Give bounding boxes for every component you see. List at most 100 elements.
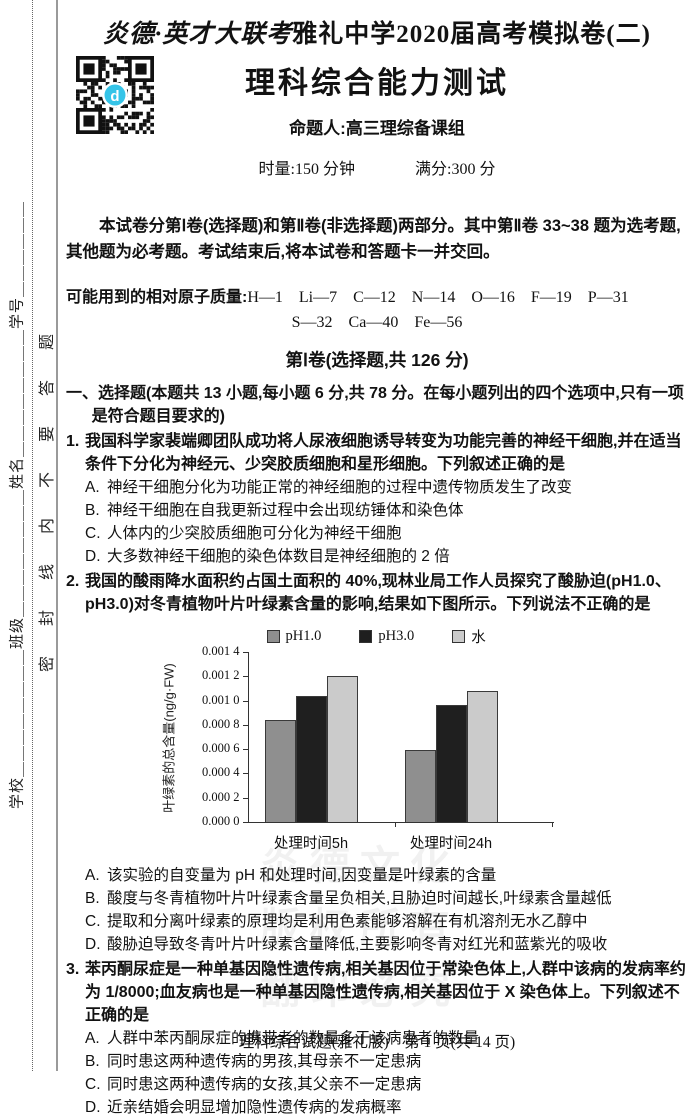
y-tick-mark — [242, 652, 248, 653]
y-tick-label: 0.000 8 — [202, 716, 240, 731]
option-label: A. — [85, 479, 100, 496]
bar-水-处理时间5h — [326, 676, 358, 822]
option-label: C. — [85, 1076, 101, 1093]
legend-swatch-icon — [359, 630, 373, 643]
y-tick-mark — [242, 700, 248, 702]
y-tick-label: 0.000 2 — [202, 789, 240, 804]
question-body: 我国的酸雨降水面积约占国土面积的 40%,现林业局工作人员探究了酸胁迫(pH1.… — [85, 570, 688, 956]
question-2-option-A: A. 该实验的自变量为 pH 和处理时间,因变量是叶绿素的含量 — [85, 864, 688, 887]
question-3-option-C: C. 同时患这两种遗传病的女孩,其父亲不一定患病 — [85, 1073, 688, 1096]
option-label: D. — [85, 936, 101, 953]
option-label: A. — [85, 867, 100, 884]
bar-pH1.0-处理时间24h — [404, 750, 436, 822]
qr-code: d — [76, 56, 154, 134]
question-2-option-B: B. 酸度与冬青植物叶片叶绿素含量呈负相关,且胁迫时间越长,叶绿素含量越低 — [85, 887, 688, 910]
legend-label: 水 — [471, 630, 486, 646]
question-stem: 我国科学家裴端卿团队成功将人尿液细胞诱导转变为功能完善的神经干细胞,并在适当条件… — [85, 433, 682, 473]
legend-swatch-icon — [452, 630, 466, 643]
question-stem: 我国的酸雨降水面积约占国土面积的 40%,现林业局工作人员探究了酸胁迫(pH1.… — [85, 573, 671, 613]
legend-item-pH1.0: pH1.0 — [266, 628, 322, 645]
x-tick-mark — [394, 822, 396, 827]
chart-body: 叶绿素的总含量(ng/g·FW) 处理时间5h 处理时间24h 0.000 0 0.… — [161, 644, 602, 852]
x-category-label: 处理时间24h — [409, 836, 493, 852]
option-text: 人体内的少突胶质细胞可分化为神经干细胞 — [107, 525, 402, 542]
option-text: 大多数神经干细胞的染色体数目是神经细胞的 2 倍 — [107, 548, 450, 565]
seal-warning-text: 密封线内不要答题 — [39, 303, 56, 673]
question-1-option-D: D. 大多数神经干细胞的染色体数目是神经细胞的 2 倍 — [85, 545, 688, 568]
question-2-option-D: D. 酸胁迫导致冬青叶片叶绿素含量降低,主要影响冬青对红光和蓝紫光的吸收 — [85, 933, 688, 956]
question-1-option-A: A. 神经干细胞分化为功能正常的神经细胞的过程中遗传物质发生了改变 — [85, 476, 688, 499]
y-tick-mark — [242, 749, 248, 751]
y-tick-mark — [242, 773, 248, 775]
question-body: 我国科学家裴端卿团队成功将人尿液细胞诱导转变为功能完善的神经干细胞,并在适当条件… — [85, 430, 688, 568]
legend-item-pH3.0: pH3.0 — [359, 628, 414, 645]
y-tick-label: 0.000 6 — [202, 741, 240, 756]
y-tick-label: 0.000 4 — [202, 765, 240, 780]
option-text: 神经干细胞在自我更新过程中会出现纺锤体和染色体 — [107, 502, 464, 519]
section-instruction: 一、选择题(本题共 13 小题,每小题 6 分,共 78 分。在每小题列出的四个… — [66, 385, 684, 425]
seal-solid-line — [56, 0, 58, 1071]
y-tick-label: 0.001 2 — [202, 668, 240, 683]
y-tick-label: 0.000 0 — [202, 814, 240, 828]
y-tick-mark — [242, 797, 248, 799]
exam-intro: 本试卷分第Ⅰ卷(选择题)和第Ⅱ卷(非选择题)两部分。其中第Ⅱ卷 33~38 题为… — [66, 217, 681, 261]
legend-label: pH1.0 — [285, 628, 322, 644]
student-info-fields: 学校＿＿＿＿＿＿＿＿班级＿＿＿＿＿＿＿＿姓名＿＿＿＿＿＿＿＿学号＿＿＿＿＿＿ — [8, 200, 26, 810]
question-options: A. 神经干细胞分化为功能正常的神经细胞的过程中遗传物质发生了改变 B. 神经干细胞在… — [85, 476, 688, 568]
atomic-mass-block: 可能用到的相对原子质量:H—1 Li—7 C—12 N—14 O—16 F—19… — [66, 285, 688, 335]
option-label: C. — [85, 913, 101, 930]
option-text: 酸度与冬青植物叶片叶绿素含量呈负相关,且胁迫时间越长,叶绿素含量越低 — [107, 890, 612, 907]
option-text: 近亲结婚会明显增加隐性遗传病的发病概率 — [107, 1099, 402, 1116]
x-tick-mark — [551, 822, 553, 827]
question-3-option-D: D. 近亲结婚会明显增加隐性遗传病的发病概率 — [85, 1096, 688, 1119]
legend-swatch-icon — [266, 630, 280, 643]
question-number: 2. — [66, 573, 80, 590]
option-label: D. — [85, 548, 101, 565]
question-stem: 苯丙酮尿症是一种单基因隐性遗传病,相关基因位于常染色体上,人群中该病的发病率约为… — [85, 961, 686, 1024]
option-text: 该实验的自变量为 pH 和处理时间,因变量是叶绿素的含量 — [107, 867, 497, 884]
question-list: 1. 我国科学家裴端卿团队成功将人尿液细胞诱导转变为功能完善的神经干细胞,并在适… — [66, 430, 688, 1119]
question-3-option-B: B. 同时患这两种遗传病的男孩,其母亲不一定患病 — [85, 1050, 688, 1073]
page-footer: 理科综合试题(雅礼版) 第 1 页(共 14 页) — [238, 1034, 516, 1051]
question-item: 1. 我国科学家裴端卿团队成功将人尿液细胞诱导转变为功能完善的神经干细胞,并在适… — [66, 430, 688, 568]
atomic-mass-line1: 可能用到的相对原子质量:H—1 Li—7 C—12 N—14 O—16 F—19… — [66, 285, 688, 310]
option-label: B. — [85, 890, 100, 907]
question-item: 2. 我国的酸雨降水面积约占国土面积的 40%,现林业局工作人员探究了酸胁迫(p… — [66, 570, 688, 956]
question-number: 1. — [66, 433, 80, 450]
option-label: B. — [85, 502, 100, 519]
option-text: 神经干细胞分化为功能正常的神经细胞的过程中遗传物质发生了改变 — [107, 479, 573, 496]
y-tick-label: 0.001 4 — [202, 644, 240, 658]
y-tick-label: 0.001 0 — [202, 692, 240, 707]
exam-series-title: 炎德·英才大联考雅礼中学2020届高考模拟卷(二) — [66, 14, 688, 50]
atomic-mass-values1: H—1 Li—7 C—12 N—14 O—16 F—19 P—31 — [247, 289, 629, 306]
legend-item-水: 水 — [452, 626, 486, 647]
question-2-option-C: C. 提取和分离叶绿素的原理均是利用色素能够溶解在有机溶剂无水乙醇中 — [85, 910, 688, 933]
exam-setter: 命题人:高三理综备课组 — [289, 119, 465, 138]
chart-y-axis-label: 叶绿素的总含量(ng/g·FW) — [161, 663, 176, 813]
page-title: 理科综合能力测试 — [245, 67, 509, 100]
option-text: 同时患这两种遗传病的女孩,其父亲不一定患病 — [107, 1076, 422, 1093]
option-label: B. — [85, 1053, 100, 1070]
chlorophyll-bar-chart: pH1.0 pH3.0 水 叶绿素的总含量(ng/g·FW) 处理时间5h 处理时间2… — [161, 626, 602, 858]
option-label: D. — [85, 1099, 101, 1116]
bar-pH1.0-处理时间5h — [264, 720, 296, 822]
qr-code-image: d — [76, 56, 154, 134]
seal-margin: 学校＿＿＿＿＿＿＿＿班级＿＿＿＿＿＿＿＿姓名＿＿＿＿＿＿＿＿学号＿＿＿＿＿＿ 密… — [0, 0, 64, 1071]
option-text: 同时患这两种遗传病的男孩,其母亲不一定患病 — [107, 1053, 422, 1070]
legend-label: pH3.0 — [378, 628, 415, 644]
exam-full-score: 满分:300 分 — [415, 161, 496, 178]
exam-name: 雅礼中学2020届高考模拟卷(二) — [292, 21, 651, 48]
exam-duration: 时量:150 分钟 — [258, 161, 355, 178]
exam-page: 炎德·英才大联考雅礼中学2020届高考模拟卷(二) d 理科综合能力测试 命题人… — [66, 0, 688, 1119]
option-text: 酸胁迫导致冬青叶片叶绿素含量降低,主要影响冬青对红光和蓝紫光的吸收 — [107, 936, 608, 953]
option-label: C. — [85, 525, 101, 542]
question-1-option-C: C. 人体内的少突胶质细胞可分化为神经干细胞 — [85, 522, 688, 545]
chart-plot-area: 处理时间5h 处理时间24h — [247, 652, 554, 852]
seal-dotted-line — [32, 0, 33, 1071]
x-category-label: 处理时间5h — [273, 836, 349, 852]
option-label: A. — [85, 1030, 100, 1047]
question-1-option-B: B. 神经干细胞在自我更新过程中会出现纺锤体和染色体 — [85, 499, 688, 522]
y-tick-mark — [242, 676, 248, 678]
option-text: 提取和分离叶绿素的原理均是利用色素能够溶解在有机溶剂无水乙醇中 — [107, 913, 588, 930]
question-number: 3. — [66, 961, 80, 978]
